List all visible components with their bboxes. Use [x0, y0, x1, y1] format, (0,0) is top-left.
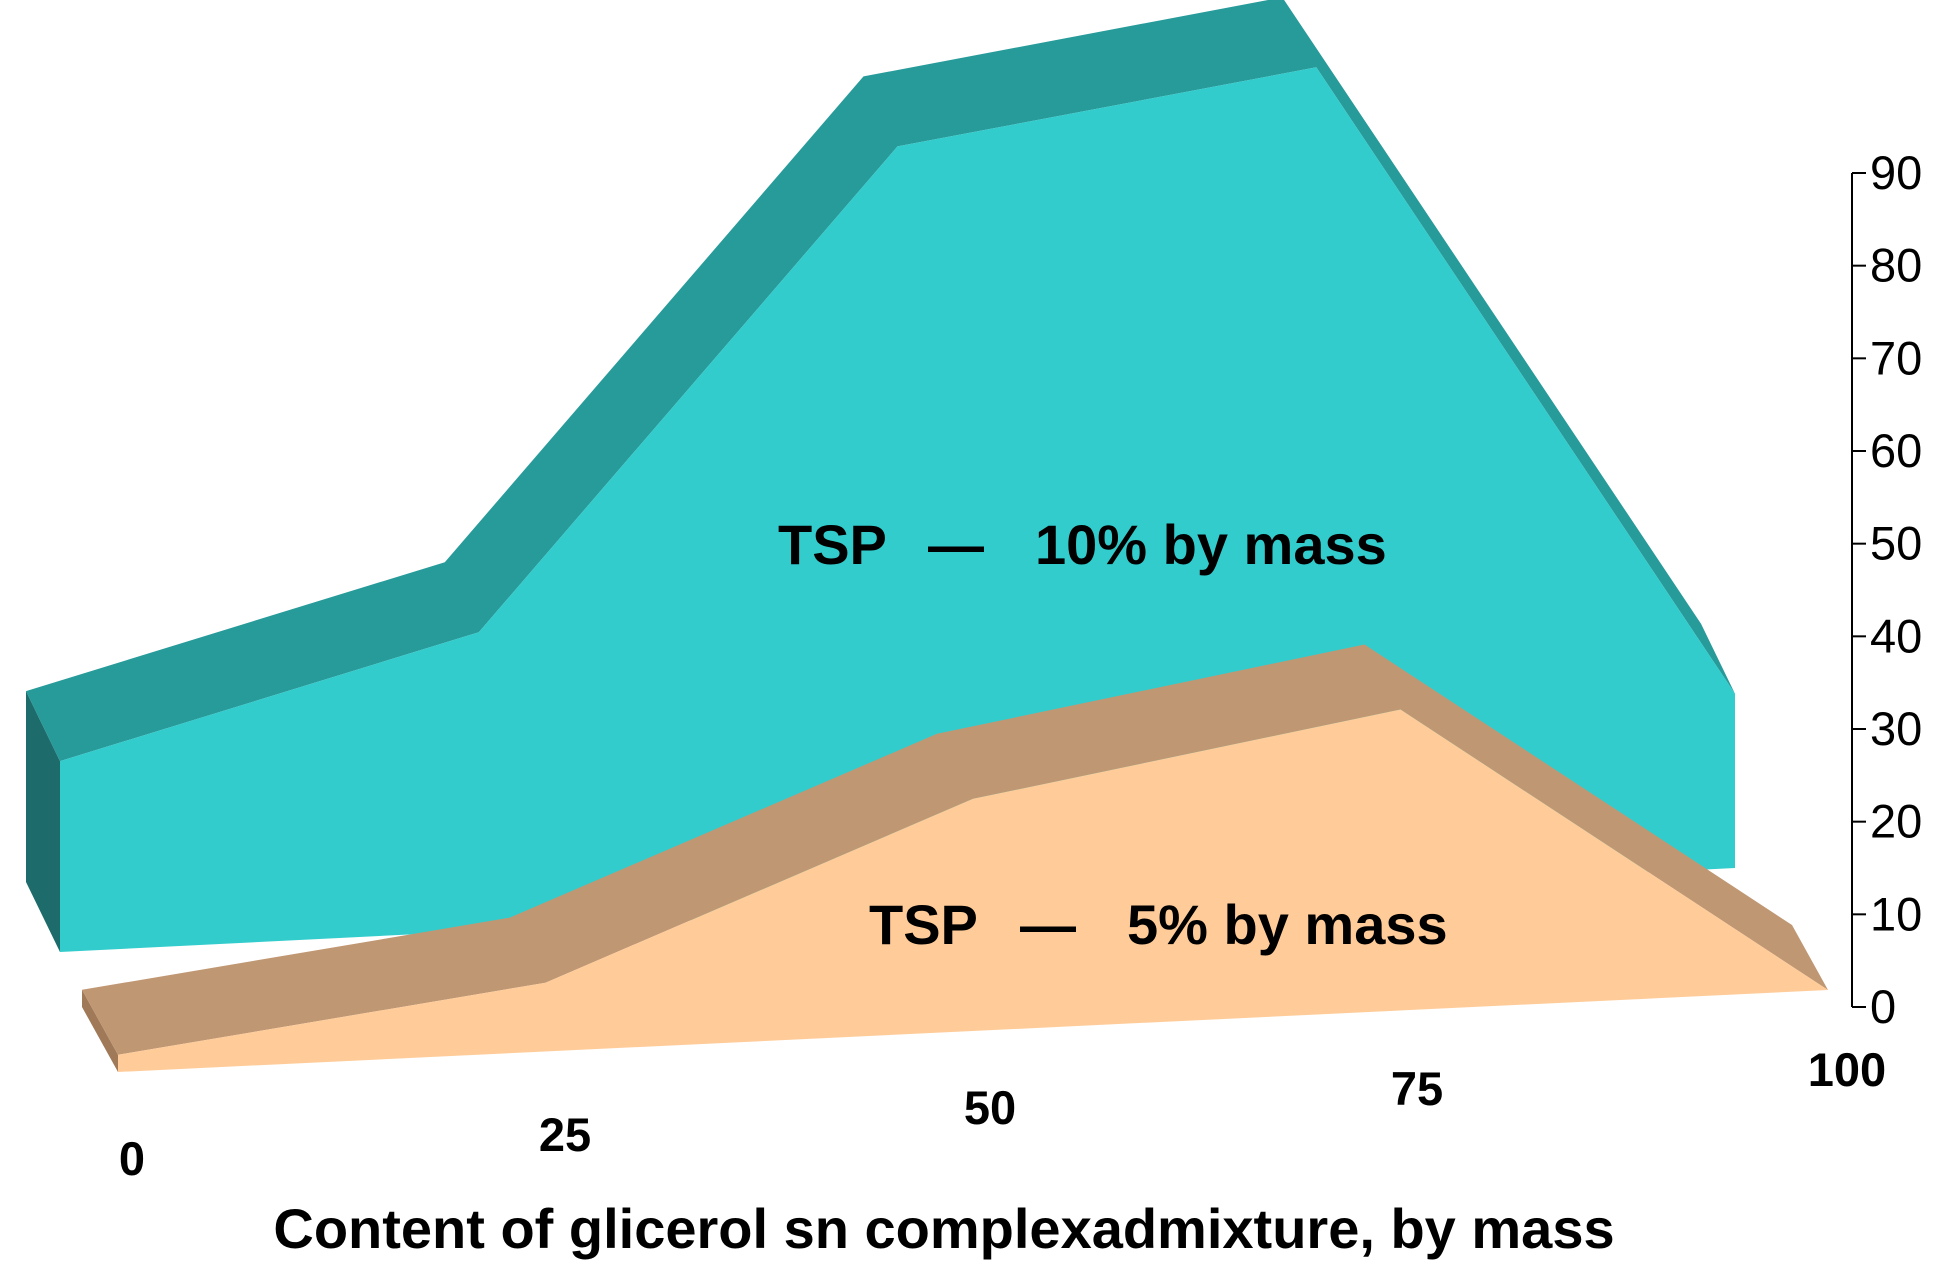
series-label-5pct: TSP — 5% by mass — [869, 893, 1448, 956]
x-tick-label-25: 25 — [539, 1108, 591, 1161]
series-label-10pct-value: 10% by mass — [1035, 513, 1387, 576]
series-label-10pct: TSP — 10% by mass — [778, 513, 1387, 576]
y-tick-label-30: 30 — [1870, 702, 1922, 755]
y-axis: 0 10 20 30 40 50 60 70 80 90 — [1851, 146, 1922, 1033]
series-5pct-side-face — [82, 989, 118, 1072]
y-tick-label-20: 20 — [1870, 795, 1922, 848]
y-tick-label-40: 40 — [1870, 609, 1922, 662]
y-tick-label-10: 10 — [1870, 887, 1922, 940]
series-5pct-front-face — [118, 709, 1828, 1072]
x-tick-label-0: 0 — [119, 1132, 145, 1185]
y-tick-label-0: 0 — [1870, 980, 1896, 1033]
series-5pct — [82, 644, 1828, 1072]
series-label-10pct-name: TSP — [778, 513, 887, 576]
x-tick-label-75: 75 — [1391, 1062, 1443, 1115]
series-10pct-top-face — [26, 0, 1735, 762]
series-label-10pct-dash: — — [928, 513, 984, 576]
y-tick-label-60: 60 — [1870, 424, 1922, 477]
series-label-5pct-dash: — — [1020, 893, 1076, 956]
x-tick-label-50: 50 — [964, 1081, 1016, 1134]
y-tick-label-90: 90 — [1870, 146, 1922, 199]
x-axis-labels: 0 25 50 75 100 — [119, 1043, 1886, 1185]
series-10pct-side-face — [26, 691, 60, 952]
series-5pct-top-face — [82, 644, 1828, 1055]
series-label-5pct-value: 5% by mass — [1127, 893, 1448, 956]
y-tick-label-50: 50 — [1870, 517, 1922, 570]
series-label-5pct-name: TSP — [869, 893, 978, 956]
y-tick-label-80: 80 — [1870, 239, 1922, 292]
x-axis-title: Content of glicerol sn complexadmixture,… — [273, 1197, 1614, 1260]
x-tick-label-100: 100 — [1808, 1043, 1886, 1096]
y-tick-label-70: 70 — [1870, 331, 1922, 384]
